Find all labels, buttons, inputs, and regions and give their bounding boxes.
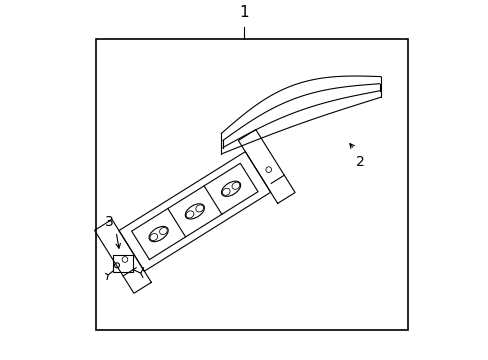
Text: 2: 2	[355, 155, 364, 169]
Text: 3: 3	[104, 215, 113, 229]
Text: 1: 1	[239, 5, 249, 20]
Bar	[113, 255, 133, 273]
Bar	[95, 39, 407, 330]
